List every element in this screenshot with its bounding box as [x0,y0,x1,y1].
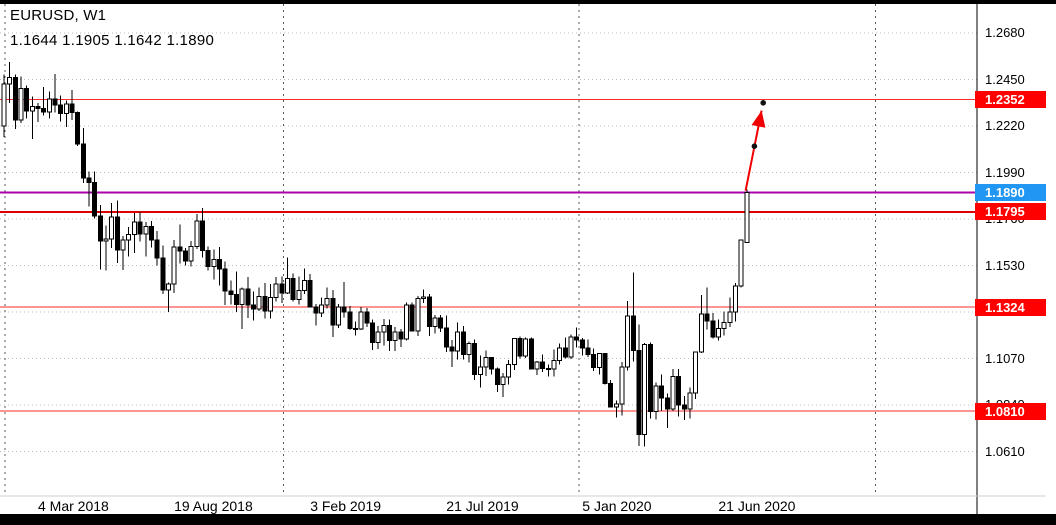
date-label: 5 Jan 2020 [582,498,652,514]
axis-border [0,4,1046,514]
price-axis-label: 1.1070 [985,350,1025,366]
trend-arrow [744,110,766,191]
price-axis-label: 1.2220 [985,118,1025,133]
date-label: 4 Mar 2018 [38,498,109,514]
date-label: 21 Jul 2019 [446,498,519,514]
price-tag-1.1324: 1.1324 [975,298,1046,316]
price-tag-1.1795: 1.1795 [975,203,1046,221]
price-axis-label: 1.2680 [985,25,1025,40]
date-label: 19 Aug 2018 [174,498,253,514]
anchor-dots [751,100,766,149]
price-tag-1.0810: 1.0810 [975,402,1046,420]
grid-layer [0,4,977,496]
price-tag-1.2352: 1.2352 [975,90,1046,108]
top-letterbox-bar [0,0,1056,4]
symbol-title: EURUSD, W1 [10,7,107,24]
date-label: 21 Jun 2020 [718,498,796,514]
price-axis-label: 1.1990 [985,164,1025,180]
price-tag-1.1890: 1.1890 [975,184,1046,202]
date-label: 3 Feb 2019 [310,498,382,514]
price-axis-label: 1.1530 [985,257,1025,273]
chart-header: EURUSD, W1 1.1644 1.1905 1.1642 1.1890 [10,7,214,49]
bottom-letterbox-bar [0,514,1056,525]
level-lines [0,98,977,412]
price-axis-label: 1.0610 [985,443,1025,459]
candles-layer [1,61,750,447]
ohlc-quote-line: 1.1644 1.1905 1.1642 1.1890 [10,32,215,49]
price-axis-label: 1.2450 [985,71,1025,87]
